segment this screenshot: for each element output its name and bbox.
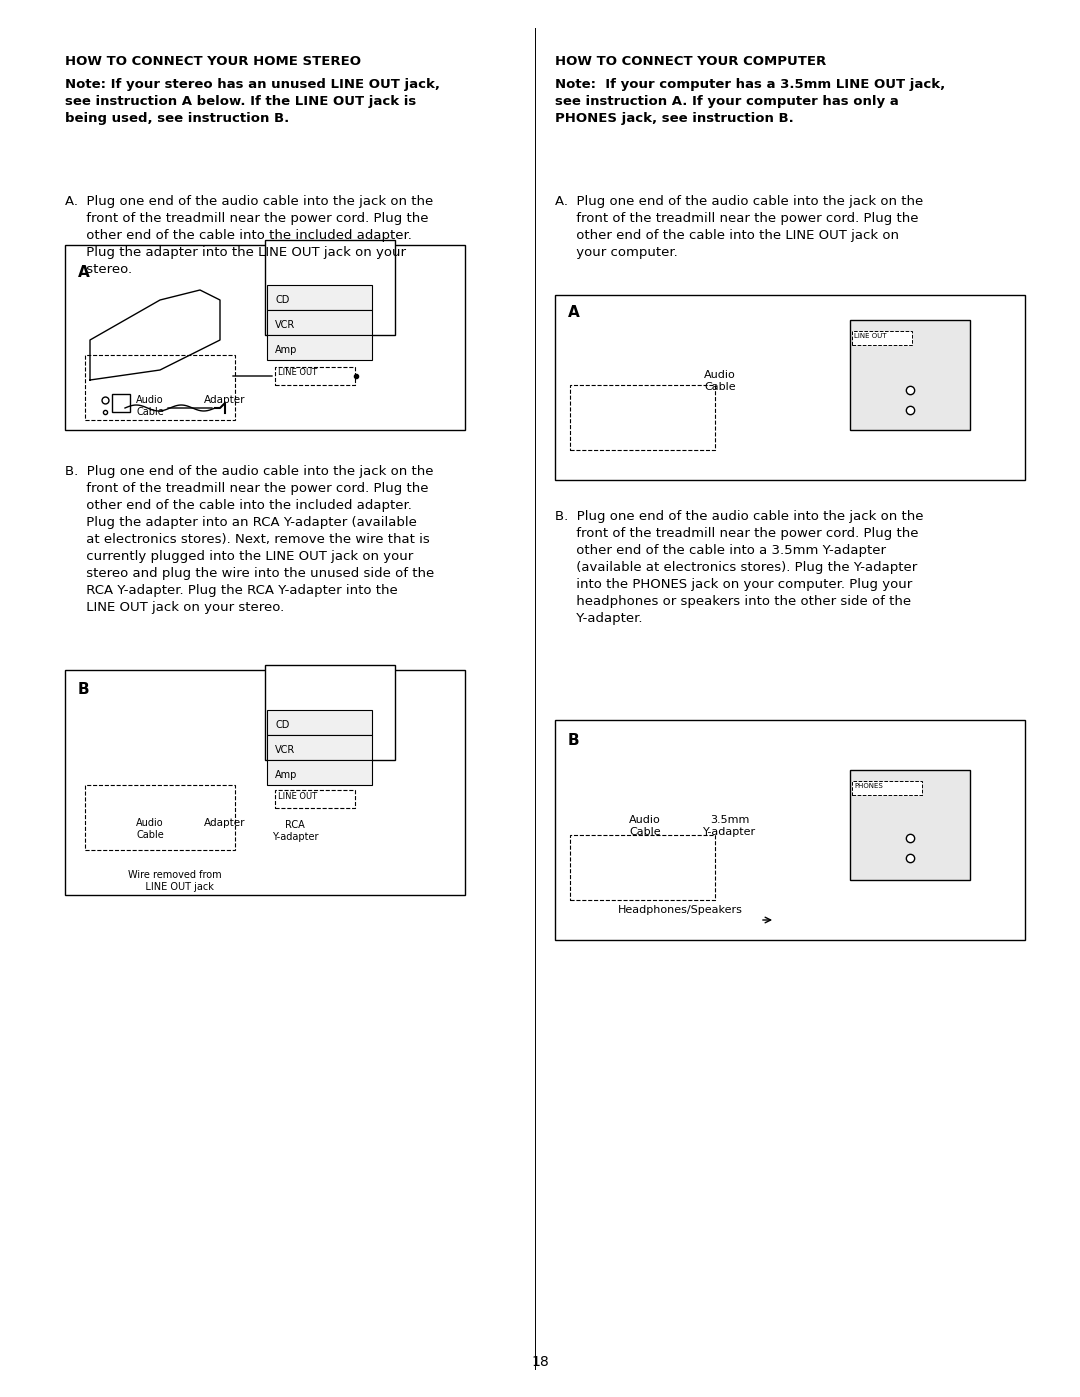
FancyBboxPatch shape bbox=[267, 760, 372, 785]
Text: CD: CD bbox=[275, 719, 289, 731]
FancyBboxPatch shape bbox=[267, 285, 372, 310]
FancyBboxPatch shape bbox=[267, 710, 372, 735]
Text: Adapter: Adapter bbox=[204, 819, 246, 828]
FancyBboxPatch shape bbox=[852, 781, 922, 795]
FancyBboxPatch shape bbox=[852, 331, 912, 345]
FancyBboxPatch shape bbox=[267, 735, 372, 760]
FancyBboxPatch shape bbox=[265, 665, 395, 760]
Text: HOW TO CONNECT YOUR COMPUTER: HOW TO CONNECT YOUR COMPUTER bbox=[555, 54, 826, 68]
FancyBboxPatch shape bbox=[850, 770, 970, 880]
FancyBboxPatch shape bbox=[65, 671, 465, 895]
Text: A.  Plug one end of the audio cable into the jack on the
     front of the tread: A. Plug one end of the audio cable into … bbox=[65, 196, 433, 277]
Text: Amp: Amp bbox=[275, 345, 297, 355]
Text: B: B bbox=[568, 733, 580, 747]
Text: A: A bbox=[78, 265, 90, 279]
FancyBboxPatch shape bbox=[555, 719, 1025, 940]
FancyBboxPatch shape bbox=[267, 310, 372, 335]
Text: Adapter: Adapter bbox=[204, 395, 246, 405]
Text: B.  Plug one end of the audio cable into the jack on the
     front of the tread: B. Plug one end of the audio cable into … bbox=[555, 510, 923, 624]
Text: B.  Plug one end of the audio cable into the jack on the
     front of the tread: B. Plug one end of the audio cable into … bbox=[65, 465, 434, 615]
FancyBboxPatch shape bbox=[555, 295, 1025, 481]
FancyBboxPatch shape bbox=[65, 244, 465, 430]
Text: Audio
Cable: Audio Cable bbox=[136, 395, 164, 416]
Text: A: A bbox=[568, 305, 580, 320]
FancyBboxPatch shape bbox=[85, 355, 235, 420]
FancyBboxPatch shape bbox=[267, 335, 372, 360]
Text: VCR: VCR bbox=[275, 320, 295, 330]
Text: Note:  If your computer has a 3.5mm LINE OUT jack,
see instruction A. If your co: Note: If your computer has a 3.5mm LINE … bbox=[555, 78, 945, 124]
Text: Headphones/Speakers: Headphones/Speakers bbox=[618, 905, 742, 915]
Text: PHONES: PHONES bbox=[854, 782, 882, 789]
FancyBboxPatch shape bbox=[275, 789, 355, 807]
Text: Amp: Amp bbox=[275, 770, 297, 780]
Text: LINE OUT: LINE OUT bbox=[278, 792, 318, 800]
Text: RCA
Y-adapter: RCA Y-adapter bbox=[272, 820, 319, 841]
FancyBboxPatch shape bbox=[850, 320, 970, 430]
Text: B: B bbox=[78, 682, 90, 697]
Text: Note: If your stereo has an unused LINE OUT jack,
see instruction A below. If th: Note: If your stereo has an unused LINE … bbox=[65, 78, 440, 124]
Text: Audio
Cable: Audio Cable bbox=[630, 814, 661, 837]
Text: A.  Plug one end of the audio cable into the jack on the
     front of the tread: A. Plug one end of the audio cable into … bbox=[555, 196, 923, 258]
FancyBboxPatch shape bbox=[265, 240, 395, 335]
Text: Audio
Cable: Audio Cable bbox=[704, 370, 735, 391]
Text: 3.5mm
Y-adapter: 3.5mm Y-adapter bbox=[703, 814, 757, 837]
FancyBboxPatch shape bbox=[275, 367, 355, 386]
FancyBboxPatch shape bbox=[570, 386, 715, 450]
Text: VCR: VCR bbox=[275, 745, 295, 754]
Text: 18: 18 bbox=[531, 1355, 549, 1369]
Text: CD: CD bbox=[275, 295, 289, 305]
Text: Audio
Cable: Audio Cable bbox=[136, 819, 164, 840]
Bar bbox=[112, 394, 130, 412]
Text: Wire removed from
   LINE OUT jack: Wire removed from LINE OUT jack bbox=[129, 870, 221, 891]
Text: LINE OUT: LINE OUT bbox=[278, 367, 318, 377]
Text: LINE OUT: LINE OUT bbox=[854, 332, 887, 339]
Text: HOW TO CONNECT YOUR HOME STEREO: HOW TO CONNECT YOUR HOME STEREO bbox=[65, 54, 361, 68]
FancyBboxPatch shape bbox=[85, 785, 235, 849]
FancyBboxPatch shape bbox=[570, 835, 715, 900]
